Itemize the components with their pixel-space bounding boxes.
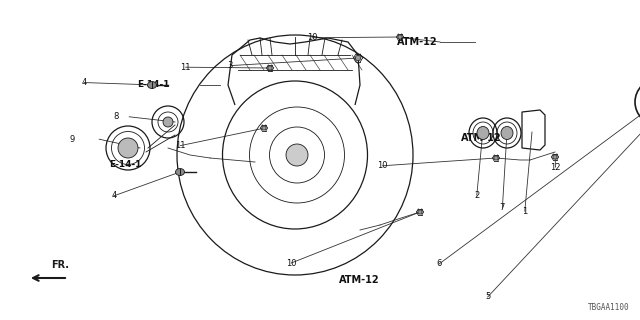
Ellipse shape: [268, 66, 272, 70]
Ellipse shape: [175, 169, 184, 175]
Text: 4: 4: [82, 78, 87, 87]
Text: 10: 10: [378, 161, 388, 170]
Text: 10: 10: [286, 259, 296, 268]
Text: 1: 1: [522, 207, 527, 216]
Ellipse shape: [262, 126, 266, 130]
Text: 7: 7: [500, 203, 505, 212]
Text: 2: 2: [474, 191, 479, 200]
Ellipse shape: [163, 117, 173, 127]
Text: 5: 5: [485, 292, 490, 301]
Text: 11: 11: [180, 63, 191, 72]
Ellipse shape: [398, 35, 402, 39]
Ellipse shape: [501, 126, 513, 140]
Ellipse shape: [147, 82, 157, 89]
Text: FR.: FR.: [51, 260, 69, 270]
Text: ATM-12: ATM-12: [397, 36, 437, 47]
Text: E-14-1: E-14-1: [109, 160, 141, 169]
Ellipse shape: [494, 156, 498, 160]
Ellipse shape: [477, 126, 489, 140]
Text: 12: 12: [550, 163, 561, 172]
Ellipse shape: [418, 210, 422, 214]
Ellipse shape: [355, 55, 361, 61]
Text: 10: 10: [307, 33, 317, 42]
Ellipse shape: [286, 144, 308, 166]
Text: TBGAA1100: TBGAA1100: [588, 303, 630, 312]
Text: ATM-12: ATM-12: [461, 132, 501, 143]
Text: E-14-1: E-14-1: [138, 80, 170, 89]
Text: 4: 4: [111, 191, 116, 200]
Ellipse shape: [553, 155, 557, 159]
Text: 9: 9: [69, 135, 74, 144]
Text: 6: 6: [436, 260, 442, 268]
Text: ATM-12: ATM-12: [339, 275, 380, 285]
Text: 11: 11: [175, 141, 186, 150]
Ellipse shape: [118, 138, 138, 158]
Text: 8: 8: [114, 112, 119, 121]
Text: 3: 3: [228, 61, 233, 70]
